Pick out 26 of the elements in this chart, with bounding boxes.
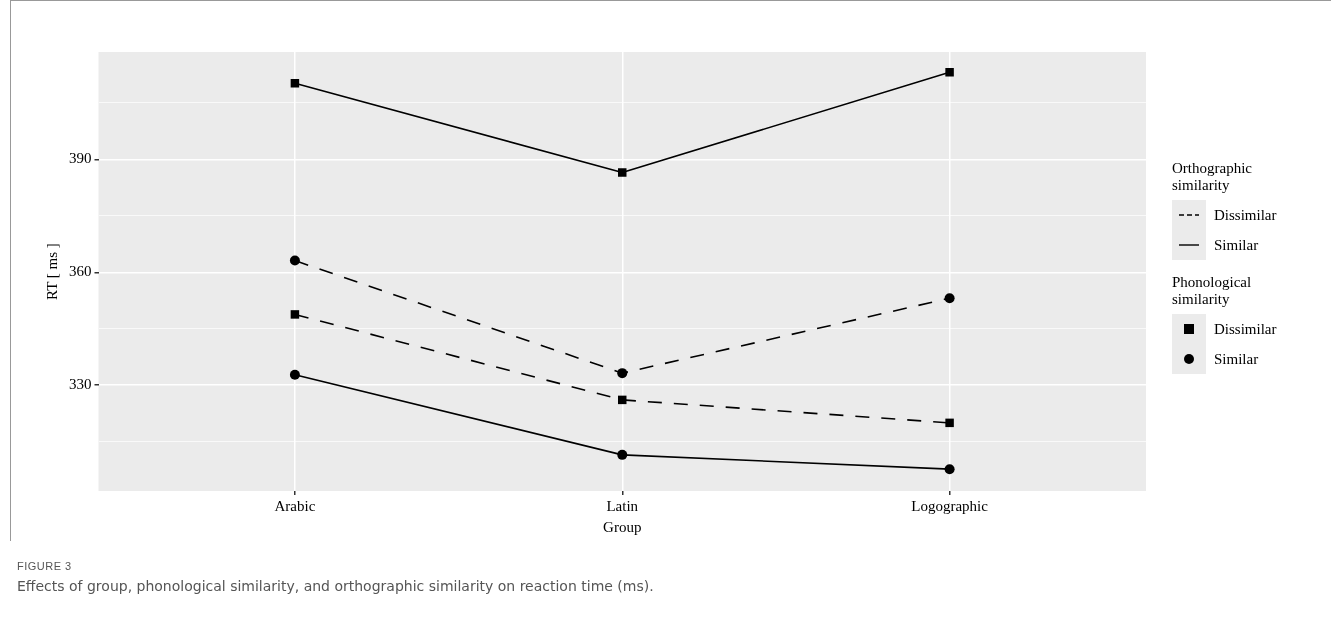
y-tick-label: 390: [69, 150, 92, 167]
point: [945, 418, 954, 428]
point: [944, 293, 955, 304]
point: [290, 310, 300, 319]
y-tick-label: 360: [69, 263, 92, 280]
text: Dissimilar: [1214, 320, 1277, 338]
text: Phonological similarity: [1172, 274, 1253, 308]
point: [617, 449, 628, 460]
point: [289, 369, 300, 380]
y-axis-title: RT [ ms ]: [43, 243, 60, 300]
point: [618, 168, 627, 177]
text: Dissimilar: [1214, 206, 1277, 224]
x-tick-label: Logographic: [911, 497, 989, 514]
text: Effects of group, phonological similarity, and orthographic similarity on reaction time (ms).: [17, 578, 654, 594]
x-axis-title: Group: [603, 518, 642, 535]
x-tick-label: Latin: [606, 497, 639, 514]
y-tick-label: 330: [69, 376, 92, 393]
point: [289, 255, 300, 266]
point: [945, 68, 954, 77]
text: Orthographic similarity: [1172, 160, 1253, 194]
x-tick-label: Arabic: [274, 497, 316, 514]
point: [944, 464, 955, 475]
text: Similar: [1214, 350, 1259, 368]
text: Similar: [1214, 236, 1259, 254]
point: [617, 368, 628, 379]
caption: FIGURE 3: [17, 560, 72, 572]
